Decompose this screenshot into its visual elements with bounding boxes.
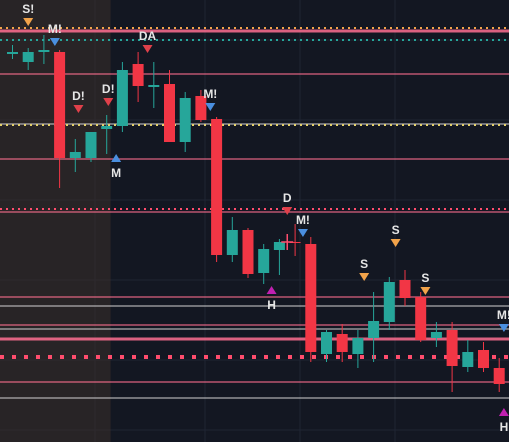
candle-body	[399, 280, 411, 298]
signal-marker-down	[498, 324, 509, 332]
candle-body	[258, 249, 270, 273]
candle-body	[164, 84, 175, 142]
signal-label: M!	[497, 308, 509, 322]
candle-body	[321, 332, 332, 354]
candle-body	[22, 52, 34, 62]
signal-label: H	[500, 420, 509, 434]
candle-body	[179, 98, 191, 142]
candle-body	[446, 330, 458, 366]
signal-label: S	[392, 223, 400, 237]
signal-marker-down	[103, 98, 114, 106]
signal-marker-down	[23, 18, 34, 26]
candle-body	[38, 50, 50, 52]
signal-label: M!	[48, 22, 62, 36]
signal-marker-up	[111, 154, 122, 162]
candle-body	[195, 96, 207, 120]
candle-body	[383, 282, 395, 322]
candle-body	[305, 244, 317, 352]
candle-body	[415, 297, 427, 340]
signal-marker-down	[359, 273, 370, 281]
candle-body	[336, 334, 348, 352]
candle-body	[352, 338, 364, 354]
signal-marker-down	[49, 38, 60, 46]
candle-body	[148, 85, 160, 87]
candles-layer	[7, 35, 505, 392]
candle-body	[116, 70, 128, 126]
candle-body	[69, 152, 81, 158]
candle-body	[7, 52, 18, 54]
candle-body	[242, 230, 254, 274]
signal-marker-down	[297, 229, 308, 237]
signal-marker-down	[73, 105, 84, 113]
markers-layer: S! M! D! D! M DA M! D M! H S S S H M!	[22, 2, 509, 434]
candle-body	[430, 332, 442, 338]
signal-marker-down	[142, 45, 153, 53]
candle-body	[211, 119, 223, 255]
candle-body	[273, 242, 285, 250]
signal-label: D!	[102, 82, 115, 96]
candle-body	[226, 230, 238, 255]
signal-label: S	[360, 257, 368, 271]
signal-label: M	[111, 166, 121, 180]
candle-body	[289, 242, 301, 243]
candle-body	[54, 52, 66, 158]
candle-body	[368, 321, 380, 338]
signal-marker-down	[205, 103, 216, 111]
candle-body	[101, 126, 113, 129]
signal-label: S!	[22, 2, 34, 16]
signal-label: S	[421, 271, 429, 285]
signal-label: DA	[139, 29, 157, 43]
candle-body	[478, 350, 489, 368]
candle-body	[85, 132, 97, 158]
signal-marker-up	[266, 286, 277, 294]
signal-marker-down	[390, 239, 401, 247]
candle-body	[493, 368, 505, 384]
signal-label: D	[283, 191, 292, 205]
signal-marker-down	[282, 207, 293, 215]
signal-label: M!	[203, 87, 217, 101]
signal-label: H	[267, 298, 276, 312]
signal-marker-up	[498, 408, 509, 416]
candle-body	[462, 352, 474, 367]
signal-label: M!	[296, 213, 310, 227]
signal-marker-down	[420, 287, 431, 295]
signal-label: D!	[72, 89, 85, 103]
candle-body	[132, 64, 144, 86]
